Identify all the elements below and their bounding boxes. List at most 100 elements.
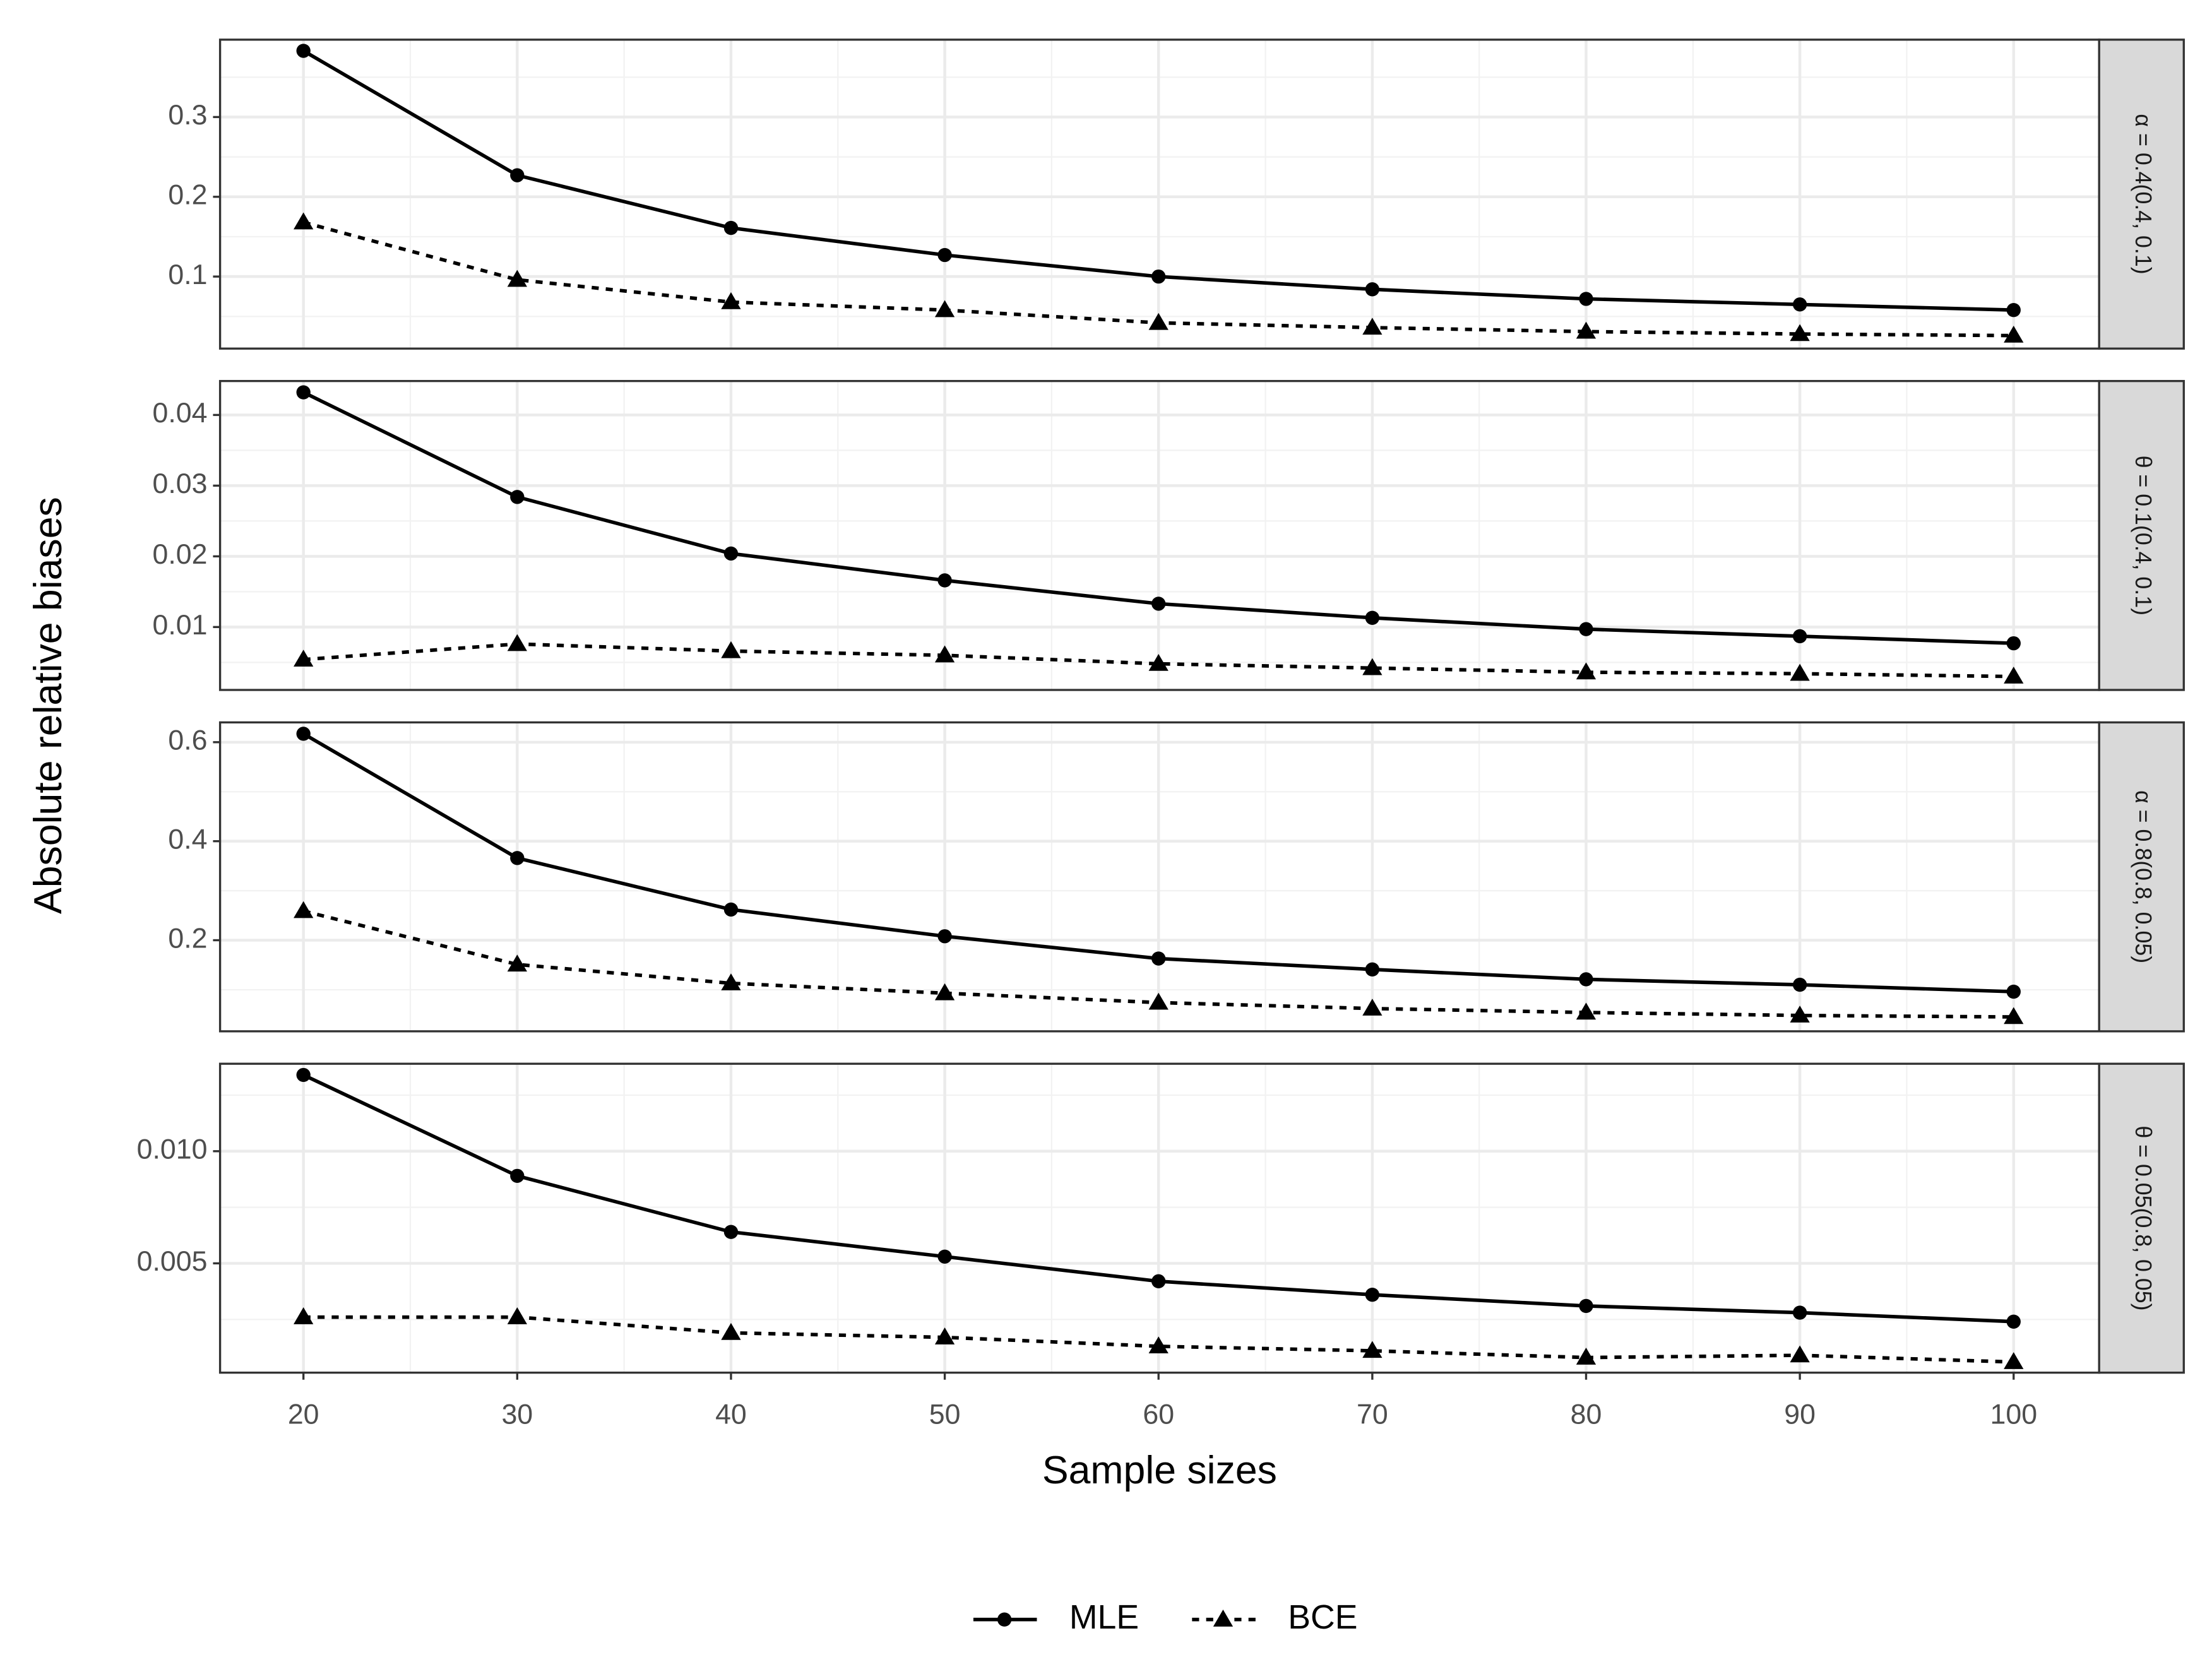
data-point xyxy=(1148,653,1168,671)
data-point xyxy=(1362,658,1382,675)
legend-marker xyxy=(1213,1610,1234,1627)
y-tick-label: 0.010 xyxy=(137,1134,208,1165)
data-point xyxy=(294,901,314,918)
data-point xyxy=(1792,1305,1807,1320)
strip-label: α = 0.8(0.8, 0.05) xyxy=(2131,790,2156,963)
data-point xyxy=(937,929,952,944)
data-point xyxy=(1576,1347,1597,1365)
data-point xyxy=(296,727,311,741)
data-point xyxy=(721,1322,741,1340)
y-tick-label: 0.02 xyxy=(153,539,208,570)
data-point xyxy=(937,247,952,263)
data-point xyxy=(510,490,525,504)
data-point xyxy=(294,650,314,667)
y-tick-label: 0.2 xyxy=(168,923,207,954)
strip-background xyxy=(2098,721,2185,1033)
data-point xyxy=(510,1168,525,1184)
data-point xyxy=(1362,999,1382,1016)
data-point xyxy=(721,973,741,990)
data-point xyxy=(1151,597,1166,611)
strip-background xyxy=(2098,1062,2185,1374)
y-tick-label: 0.1 xyxy=(168,259,207,290)
data-point xyxy=(1576,321,1597,339)
data-point xyxy=(1151,1274,1166,1289)
data-point xyxy=(723,902,739,917)
data-point xyxy=(721,292,741,309)
y-tick-label: 0.01 xyxy=(153,610,208,641)
data-point xyxy=(294,1307,314,1324)
data-point xyxy=(1365,610,1380,625)
data-point xyxy=(1151,951,1166,966)
data-point xyxy=(2004,325,2024,343)
data-point xyxy=(1579,972,1593,987)
data-point xyxy=(1790,324,1810,341)
data-point xyxy=(934,983,955,1000)
data-point xyxy=(507,270,527,287)
data-point xyxy=(507,634,527,651)
data-point xyxy=(723,546,739,561)
data-point xyxy=(296,44,311,58)
data-point xyxy=(1365,282,1380,297)
data-point xyxy=(1148,992,1168,1010)
y-tick-label: 0.6 xyxy=(168,725,207,756)
data-point xyxy=(934,300,955,318)
data-point xyxy=(1365,1287,1380,1302)
data-point xyxy=(1579,1298,1593,1314)
data-point xyxy=(2004,1007,2024,1024)
data-point xyxy=(510,168,525,182)
data-point xyxy=(1362,318,1382,335)
data-point xyxy=(1365,962,1380,976)
data-point xyxy=(2006,1314,2021,1329)
data-point xyxy=(2006,636,2021,651)
data-point xyxy=(937,573,952,588)
legend-label: MLE xyxy=(1069,1598,1139,1636)
legend-label: BCE xyxy=(1288,1598,1357,1636)
strip-label: θ = 0.1(0.4, 0.1) xyxy=(2131,456,2156,615)
data-point xyxy=(1790,1006,1810,1023)
x-tick-label: 50 xyxy=(929,1399,961,1430)
y-tick-label: 0.3 xyxy=(168,100,207,131)
data-point xyxy=(2004,1352,2024,1369)
data-point xyxy=(296,1067,311,1083)
x-tick-label: 30 xyxy=(501,1399,533,1430)
y-tick-label: 0.04 xyxy=(153,398,208,429)
data-point xyxy=(1790,1345,1810,1363)
x-tick-label: 100 xyxy=(1990,1399,2037,1430)
data-point xyxy=(1148,1336,1168,1354)
data-point xyxy=(1579,622,1593,636)
y-tick-label: 0.005 xyxy=(137,1246,208,1277)
data-point xyxy=(1790,663,1810,681)
data-point xyxy=(1579,292,1593,306)
x-tick-label: 60 xyxy=(1143,1399,1174,1430)
y-axis-title: Absolute relative biases xyxy=(26,497,70,914)
x-axis-title: Sample sizes xyxy=(1042,1448,1277,1492)
data-point xyxy=(2006,984,2021,999)
data-point xyxy=(2006,303,2021,318)
data-point xyxy=(934,645,955,663)
x-tick-label: 40 xyxy=(715,1399,747,1430)
x-tick-label: 70 xyxy=(1357,1399,1388,1430)
data-point xyxy=(1362,1341,1382,1358)
data-point xyxy=(510,851,525,865)
strip-background xyxy=(2098,39,2185,350)
data-point xyxy=(507,1307,527,1324)
data-point xyxy=(2004,667,2024,684)
data-point xyxy=(1576,662,1597,680)
data-point xyxy=(1792,629,1807,644)
data-point xyxy=(1148,312,1168,330)
data-point xyxy=(934,1327,955,1344)
y-tick-label: 0.2 xyxy=(168,180,207,211)
series-line xyxy=(303,642,2014,679)
y-tick-label: 0.03 xyxy=(153,468,208,499)
data-point xyxy=(1792,977,1807,992)
data-point xyxy=(937,1249,952,1264)
data-point xyxy=(507,954,527,972)
data-point xyxy=(723,220,739,235)
legend-marker xyxy=(997,1612,1012,1627)
strip-background xyxy=(2098,379,2185,691)
data-point xyxy=(296,385,311,400)
x-tick-label: 20 xyxy=(288,1399,319,1430)
data-point xyxy=(1576,1002,1597,1020)
